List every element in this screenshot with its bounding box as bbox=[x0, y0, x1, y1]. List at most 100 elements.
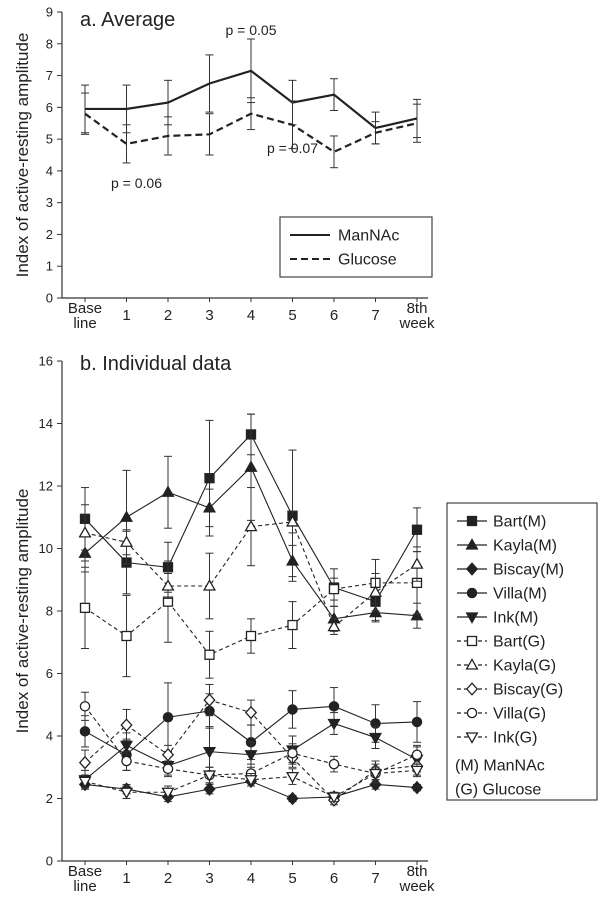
x-tick-label: 6 bbox=[330, 307, 338, 324]
data-point bbox=[327, 792, 341, 804]
x-tick-label: 2 bbox=[164, 870, 172, 887]
x-tick-label: 8th week bbox=[398, 300, 435, 332]
legend-box bbox=[446, 502, 598, 801]
data-point bbox=[410, 765, 424, 778]
p-value-annotation: p = 0.05 bbox=[226, 22, 277, 38]
data-point bbox=[119, 510, 134, 522]
legend-label: Villa(G) bbox=[493, 706, 546, 723]
data-point bbox=[79, 602, 91, 614]
y-tick-label: 4 bbox=[46, 163, 53, 178]
data-point bbox=[328, 701, 340, 712]
y-tick-label: 0 bbox=[46, 854, 53, 869]
data-point bbox=[285, 771, 300, 784]
legend: ManNAc Glucose bbox=[279, 216, 433, 278]
x-tick-label: Base line bbox=[68, 863, 102, 895]
y-tick-label: 3 bbox=[46, 195, 53, 210]
x-tick-label: 7 bbox=[371, 870, 379, 887]
legend-marker bbox=[465, 612, 479, 624]
data-point bbox=[202, 746, 217, 759]
data-point bbox=[121, 755, 132, 767]
data-point bbox=[244, 705, 258, 720]
y-tick-label: 0 bbox=[46, 291, 53, 306]
series-kayla-m bbox=[78, 413, 424, 632]
data-point bbox=[368, 605, 383, 618]
x-tick-label: 4 bbox=[247, 307, 255, 324]
data-point bbox=[78, 755, 92, 770]
data-point bbox=[285, 515, 300, 527]
legend-label: Bart(M) bbox=[493, 514, 546, 531]
data-point bbox=[162, 763, 174, 775]
x-tick-label: 3 bbox=[205, 870, 213, 887]
chart-title: b. Individual data bbox=[80, 353, 232, 375]
legend-marker bbox=[466, 515, 478, 527]
legend-marker bbox=[466, 707, 478, 719]
y-tick-label: 4 bbox=[46, 729, 53, 744]
legend-marker bbox=[465, 562, 479, 576]
y-tick-label: 6 bbox=[46, 666, 53, 681]
data-point bbox=[410, 557, 424, 569]
x-tick-label: 7 bbox=[371, 307, 379, 324]
series-kayla-g bbox=[78, 487, 424, 635]
p-value-annotation: p = 0.07 bbox=[267, 140, 318, 156]
x-tick-label: 4 bbox=[247, 870, 255, 887]
data-point bbox=[410, 608, 424, 621]
series-line bbox=[84, 705, 418, 776]
data-point bbox=[121, 630, 132, 642]
data-point bbox=[161, 579, 175, 591]
x-tick-label-line: line bbox=[73, 878, 96, 895]
data-point bbox=[203, 782, 216, 796]
legend-label: Glucose bbox=[338, 252, 397, 269]
chart-panel-a: a. Average Index of active-resting amplit… bbox=[13, 5, 435, 333]
y-axis-label: Index of active-resting amplitude bbox=[13, 489, 32, 734]
y-tick-label: 2 bbox=[46, 791, 53, 806]
data-point bbox=[202, 770, 217, 782]
data-point bbox=[119, 740, 134, 753]
data-point bbox=[161, 787, 175, 800]
y-tick-label: 16 bbox=[39, 354, 53, 369]
data-point bbox=[368, 585, 383, 597]
data-point bbox=[245, 630, 257, 642]
x-tick-label: 6 bbox=[330, 870, 338, 887]
legend-marker bbox=[466, 587, 478, 599]
series-glucose bbox=[81, 92, 421, 169]
legend: Bart(M) Kayla(M) Biscay(M) Villa(M) Ink(M) Ba… bbox=[446, 502, 598, 801]
x-tick-label: 1 bbox=[122, 870, 130, 887]
legend-label: ManNAc bbox=[338, 228, 399, 245]
data-point bbox=[285, 554, 300, 566]
data-point bbox=[119, 787, 134, 800]
data-point bbox=[411, 716, 423, 728]
y-tick-label: 1 bbox=[46, 259, 53, 274]
legend-label: Ink(G) bbox=[493, 730, 537, 747]
legend-label: Kayla(G) bbox=[493, 658, 556, 675]
series-line bbox=[85, 69, 418, 130]
data-point bbox=[244, 775, 258, 787]
series-ink-g bbox=[78, 763, 424, 804]
data-point bbox=[286, 791, 299, 806]
x-tick-label: Base line bbox=[68, 300, 102, 332]
x-tick-label-line: Base bbox=[68, 300, 102, 317]
legend-marker bbox=[466, 635, 478, 647]
y-tick-label: 2 bbox=[46, 227, 53, 242]
x-tick-label-line: week bbox=[398, 878, 435, 895]
data-point bbox=[78, 525, 92, 538]
data-point bbox=[287, 619, 298, 631]
y-tick-label: 8 bbox=[46, 604, 53, 619]
data-point bbox=[327, 619, 341, 632]
chart-title: a. Average bbox=[80, 9, 175, 31]
legend-marker bbox=[465, 682, 479, 696]
data-point bbox=[411, 749, 423, 761]
x-tick-label: 5 bbox=[288, 870, 296, 887]
legend-label: Ink(M) bbox=[493, 610, 538, 627]
legend-label: Biscay(G) bbox=[493, 682, 563, 699]
data-point bbox=[328, 758, 340, 770]
data-point bbox=[411, 524, 423, 535]
x-tick-label-line: Base bbox=[68, 863, 102, 880]
legend-box bbox=[279, 216, 433, 278]
x-tick-label-line: 8th bbox=[407, 300, 428, 317]
data-point bbox=[161, 485, 175, 497]
x-tick-label: 8th week bbox=[398, 863, 435, 895]
legend-label: Biscay(M) bbox=[493, 562, 564, 579]
chart-panel-b: b. Individual data Index of active-restin… bbox=[13, 353, 598, 895]
data-point bbox=[368, 768, 383, 781]
y-tick-label: 7 bbox=[46, 68, 53, 83]
